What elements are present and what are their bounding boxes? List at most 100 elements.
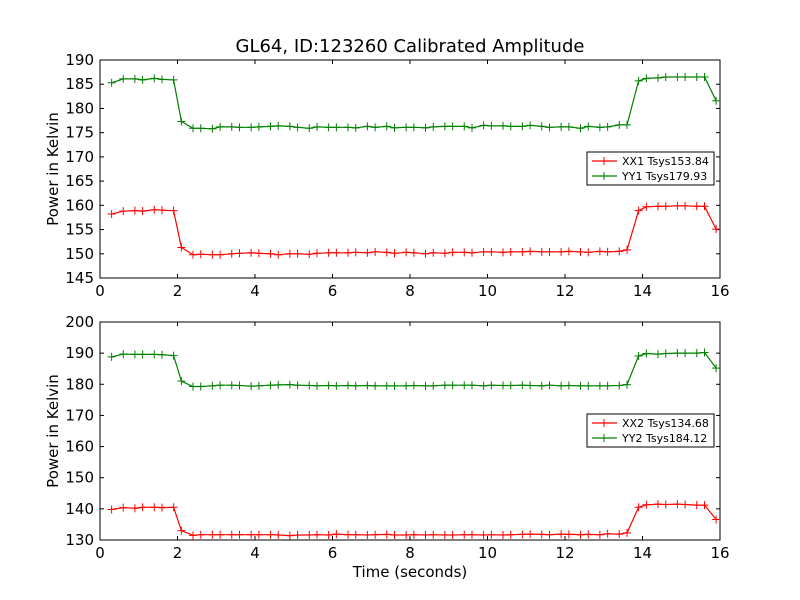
data-point — [654, 350, 662, 359]
y-tick-label: 180 — [65, 99, 94, 117]
x-axis-label: Time (seconds) — [352, 563, 468, 581]
data-point — [700, 348, 709, 357]
data-point — [545, 123, 554, 132]
data-point — [654, 202, 662, 211]
data-point — [681, 500, 690, 509]
data-point — [545, 381, 554, 390]
data-point — [324, 248, 333, 257]
x-tick-label: 16 — [710, 282, 729, 300]
data-point — [158, 350, 166, 359]
y-tick-label: 130 — [65, 531, 94, 549]
data-point — [576, 530, 585, 539]
legend: XX1 Tsys153.84 YY1 Tsys179.93 — [586, 151, 715, 186]
data-point — [615, 247, 624, 256]
data-point — [448, 122, 457, 131]
data-point — [107, 505, 116, 514]
y-tick-label: 175 — [65, 124, 94, 142]
x-tick-label: 4 — [250, 282, 260, 300]
data-point — [266, 530, 275, 539]
data-point — [564, 530, 573, 539]
data-point — [429, 122, 438, 131]
data-point — [584, 248, 593, 257]
data-point — [526, 530, 535, 539]
data-point — [576, 124, 585, 133]
data-point — [208, 124, 217, 133]
data-point — [363, 381, 372, 390]
data-point — [409, 381, 418, 390]
x-tick-label: 8 — [405, 282, 415, 300]
data-point — [158, 503, 166, 512]
data-point — [196, 124, 205, 133]
y-tick-label: 145 — [65, 269, 94, 287]
y-tick-label: 140 — [65, 500, 94, 518]
data-point — [402, 381, 411, 390]
data-point — [479, 121, 488, 130]
data-point — [332, 381, 341, 390]
data-point — [584, 381, 593, 390]
data-point — [634, 503, 643, 512]
data-point — [526, 381, 535, 390]
data-point — [499, 381, 507, 390]
data-point — [537, 247, 546, 256]
data-point — [344, 530, 352, 539]
y-tick-label: 160 — [65, 196, 94, 214]
data-point — [254, 530, 263, 539]
data-point — [402, 248, 411, 257]
legend: XX2 Tsys134.68 YY2 Tsys184.12 — [586, 413, 715, 448]
data-point — [169, 206, 178, 215]
data-point — [119, 350, 128, 359]
data-point — [681, 349, 690, 358]
data-point — [499, 248, 507, 257]
data-point — [576, 381, 585, 390]
data-point — [623, 245, 631, 254]
data-point — [371, 381, 380, 390]
data-point — [526, 247, 535, 256]
data-point — [460, 248, 469, 257]
data-point — [421, 249, 430, 258]
data-point — [119, 74, 128, 83]
data-point — [595, 381, 604, 390]
data-point — [700, 501, 709, 510]
data-point — [177, 526, 186, 535]
data-point — [363, 248, 372, 257]
data-point — [235, 249, 244, 258]
data-point — [712, 225, 721, 234]
data-point — [468, 381, 476, 390]
data-point — [409, 248, 418, 257]
data-point — [429, 530, 438, 539]
data-point — [150, 503, 159, 512]
data-point — [642, 349, 651, 358]
data-point — [673, 201, 682, 210]
data-point — [305, 250, 314, 259]
data-point — [526, 121, 535, 130]
data-point — [557, 530, 566, 539]
data-point — [429, 381, 438, 390]
data-point — [107, 352, 116, 361]
data-point — [595, 247, 604, 256]
data-point — [468, 530, 476, 539]
data-point — [545, 530, 554, 539]
data-point — [107, 78, 116, 87]
data-point — [285, 249, 294, 258]
data-point — [681, 72, 690, 81]
data-point — [293, 249, 302, 258]
data-point — [313, 249, 321, 258]
y-tick-label: 185 — [65, 75, 94, 93]
data-point — [479, 381, 488, 390]
data-point — [313, 381, 321, 390]
data-point — [487, 381, 496, 390]
data-point — [692, 202, 701, 211]
data-point — [634, 351, 643, 360]
data-point — [537, 381, 546, 390]
data-point — [150, 74, 159, 83]
data-point — [216, 381, 225, 390]
legend-marker — [600, 419, 608, 427]
data-point — [479, 531, 488, 540]
data-point — [293, 123, 302, 132]
data-point — [557, 381, 566, 390]
data-point — [479, 247, 488, 256]
data-point — [293, 381, 302, 390]
chart-title: GL64, ID:123260 Calibrated Amplitude — [236, 36, 585, 57]
data-point — [208, 530, 217, 539]
data-point — [285, 380, 294, 389]
